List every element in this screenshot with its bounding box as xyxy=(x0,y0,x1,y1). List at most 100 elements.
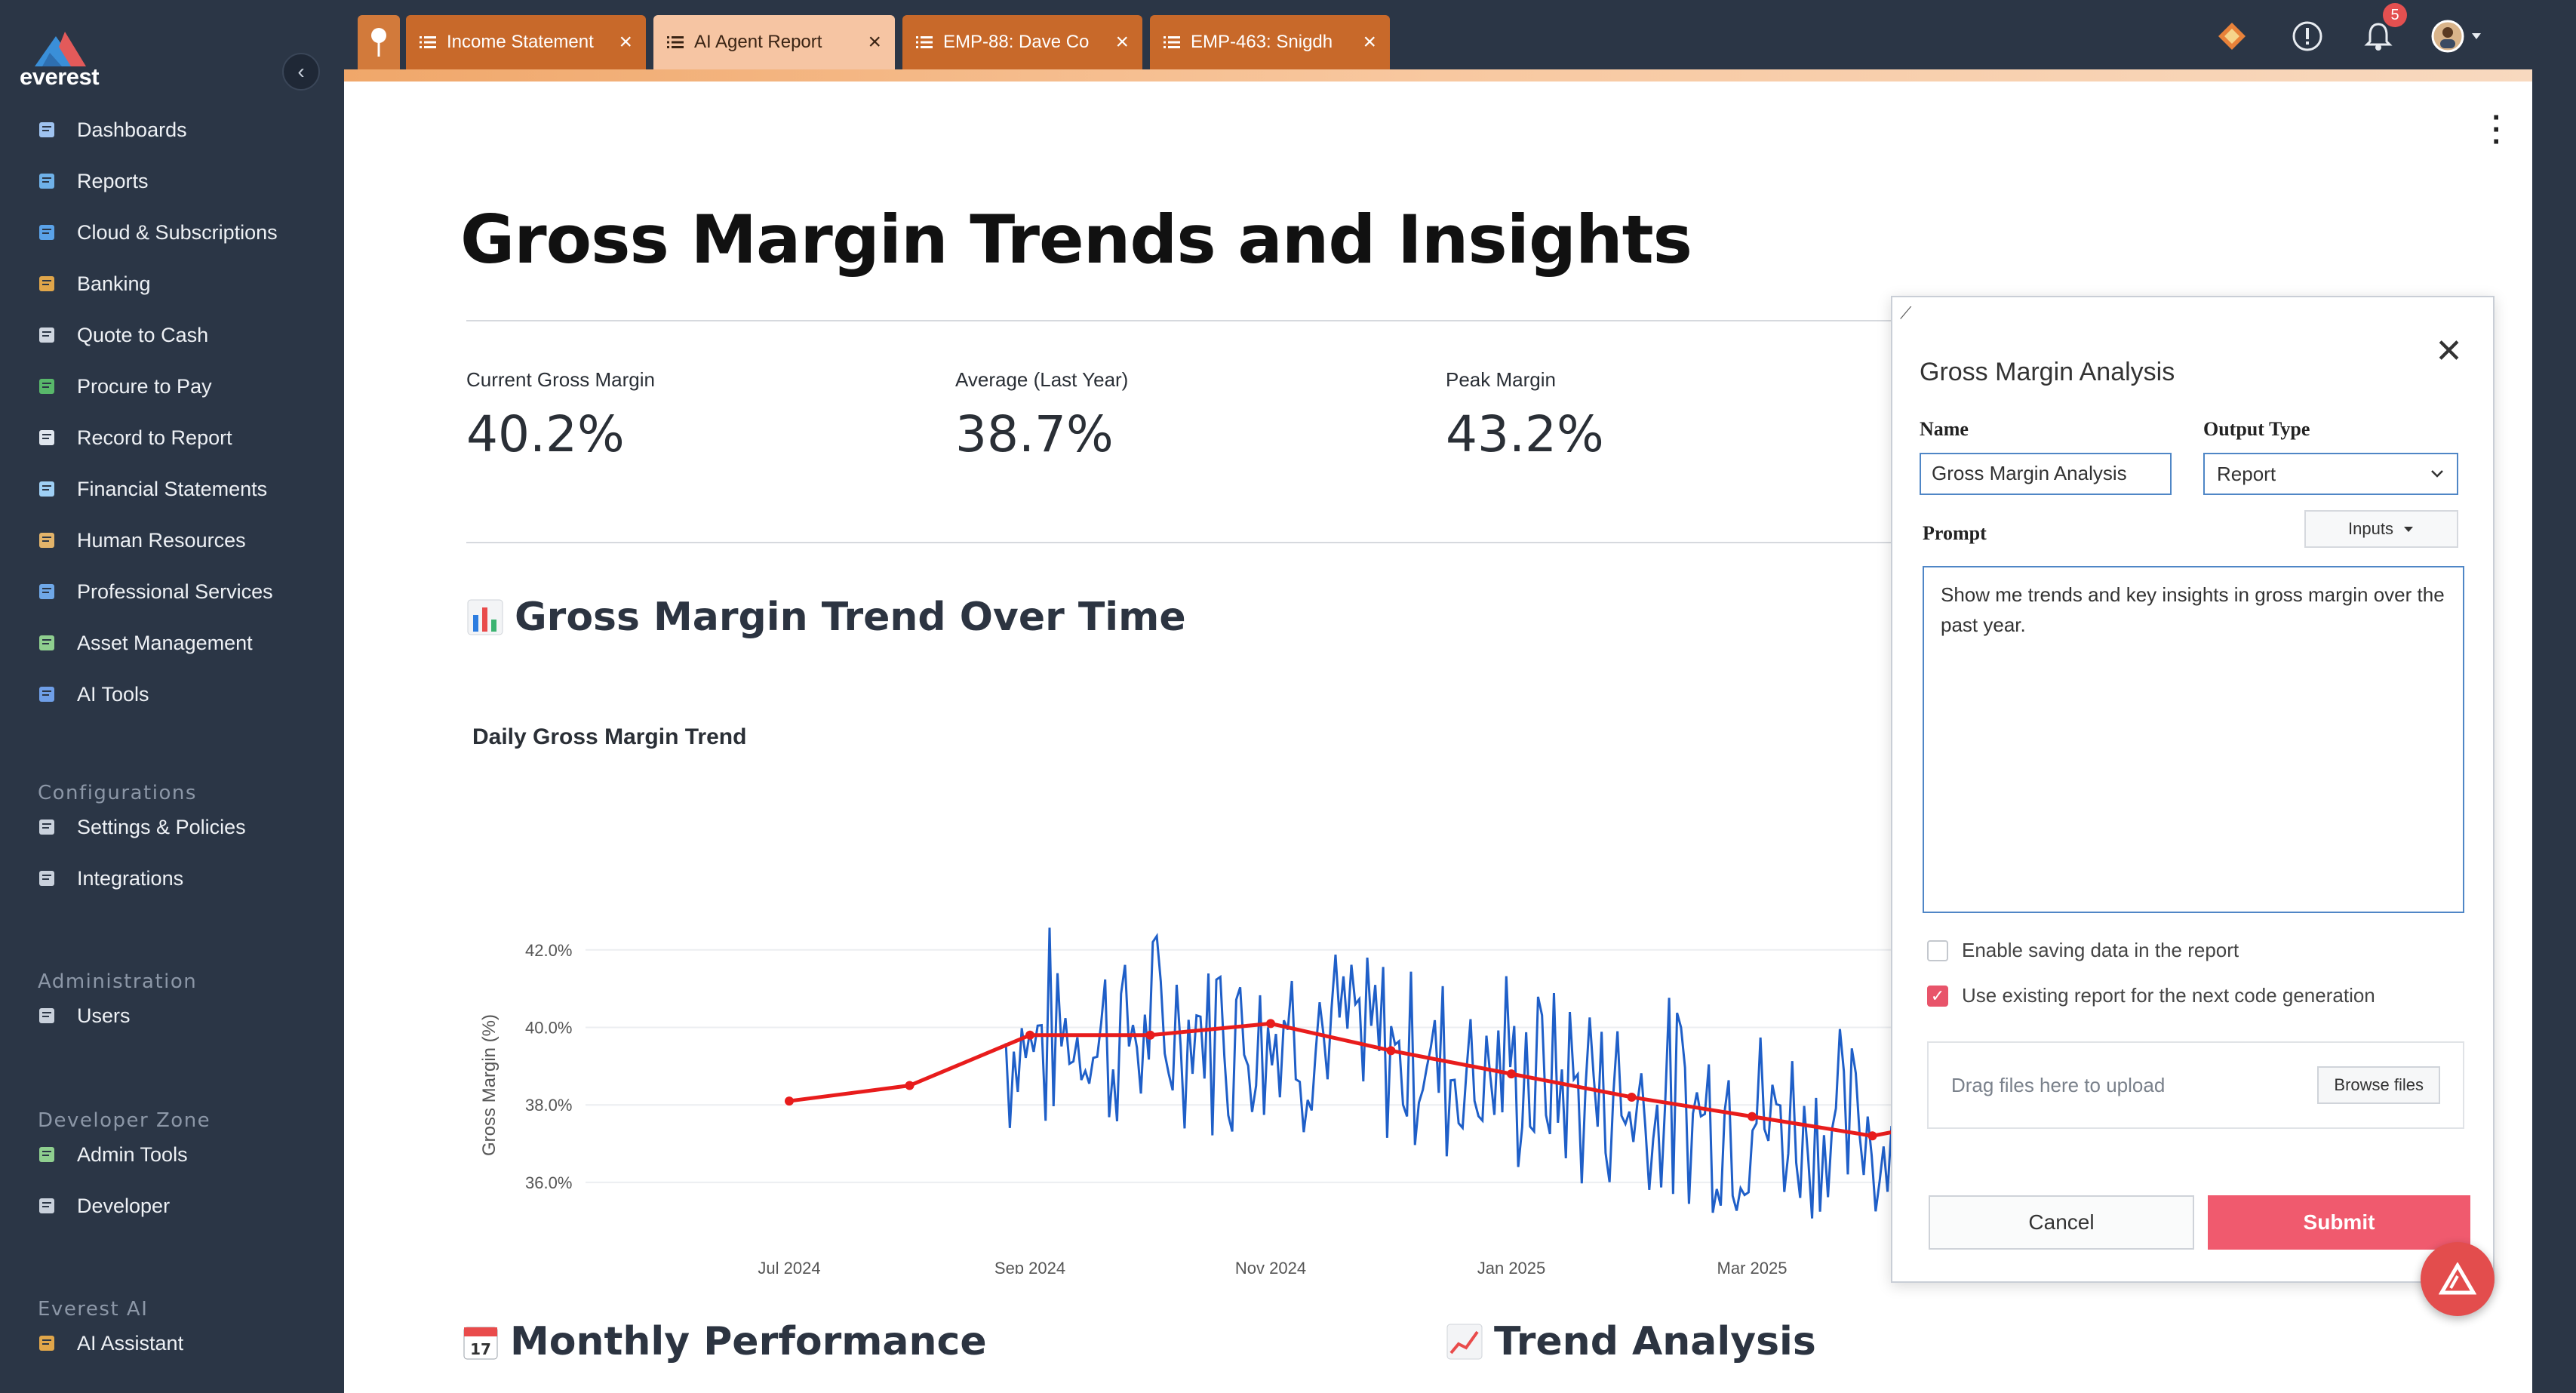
close-tab-icon[interactable]: × xyxy=(1115,29,1129,54)
close-tab-icon[interactable]: × xyxy=(1363,29,1376,54)
tab-0[interactable]: Income Statement × xyxy=(406,15,646,69)
trend-up-icon xyxy=(1446,1324,1483,1360)
prompt-textarea[interactable]: Show me trends and key insights in gross… xyxy=(1923,566,2464,913)
sidebar-item-label: Reports xyxy=(77,169,149,192)
avatar[interactable] xyxy=(2431,15,2491,57)
name-label: Name xyxy=(1920,418,1969,440)
sidebar-item-label: Banking xyxy=(77,272,151,295)
enable-saving-checkbox[interactable] xyxy=(1927,939,1948,961)
everest-logo-icon[interactable] xyxy=(20,17,110,89)
diamond-icon[interactable] xyxy=(2215,15,2249,57)
sidebar-item-label: Developer xyxy=(77,1194,171,1217)
output-type-label: Output Type xyxy=(2203,418,2310,440)
close-tab-icon[interactable]: × xyxy=(619,29,632,54)
browse-files-button[interactable]: Browse files xyxy=(2317,1066,2440,1104)
monthly-point xyxy=(1025,1030,1034,1040)
monthly-point xyxy=(1627,1092,1637,1102)
ledger-icon xyxy=(36,427,57,448)
x-tick-label: Jul 2024 xyxy=(758,1259,820,1274)
kpi-average-margin: Average (Last Year) 38.7% xyxy=(955,368,1128,463)
output-type-select[interactable]: Report xyxy=(2203,453,2458,495)
tab-2[interactable]: EMP-88: Dave Co × xyxy=(902,15,1142,69)
sidebar-item-banking[interactable]: Banking xyxy=(36,263,151,305)
sidebar-item-label: AI Tools xyxy=(77,682,149,706)
alert-icon[interactable] xyxy=(2291,15,2324,57)
cancel-button[interactable]: Cancel xyxy=(1929,1195,2194,1250)
collapse-sidebar-button[interactable]: ‹ xyxy=(282,53,320,91)
tab-label: Income Statement xyxy=(447,32,594,52)
pin-icon xyxy=(371,28,386,57)
tab-1[interactable]: AI Agent Report × xyxy=(653,15,895,69)
submit-button[interactable]: Submit xyxy=(2208,1195,2470,1250)
page-title: Gross Margin Trends and Insights xyxy=(460,201,1692,278)
pin-tab[interactable] xyxy=(358,15,400,69)
inputs-dropdown-button[interactable]: Inputs xyxy=(2304,510,2458,548)
monthly-point xyxy=(1867,1131,1877,1141)
sidebar-item-label: Asset Management xyxy=(77,631,253,654)
bar-chart-icon xyxy=(467,599,503,635)
sidebar-item-reports[interactable]: Reports xyxy=(36,160,149,202)
kpi-value: 40.2% xyxy=(466,405,625,463)
file-dropzone[interactable]: Drag files here to upload Browse files xyxy=(1927,1041,2464,1129)
sidebar-item-financial-statements[interactable]: Financial Statements xyxy=(36,468,267,510)
monthly-point xyxy=(1266,1019,1275,1029)
sidebar-item-label: Admin Tools xyxy=(77,1142,188,1166)
use-existing-label: Use existing report for the next code ge… xyxy=(1962,984,2375,1007)
report-config-panel: ⟋ Gross Margin Analysis ✕ Name Output Ty… xyxy=(1891,296,2495,1283)
integrations-icon xyxy=(36,868,57,889)
enable-saving-checkbox-row[interactable]: Enable saving data in the report xyxy=(1927,939,2239,962)
use-existing-checkbox-row[interactable]: ✓ Use existing report for the next code … xyxy=(1927,984,2375,1007)
use-existing-checkbox[interactable]: ✓ xyxy=(1927,985,1948,1007)
sidebar-item-dashboards[interactable]: Dashboards xyxy=(36,109,187,151)
chart-title: Daily Gross Margin Trend xyxy=(472,724,747,749)
sidebar-section-title: Developer Zone xyxy=(38,1109,211,1132)
x-tick-label: Jan 2025 xyxy=(1477,1259,1546,1274)
ai-icon xyxy=(36,684,57,705)
panel-title: Gross Margin Analysis xyxy=(1920,358,2175,386)
x-tick-label: Sep 2024 xyxy=(994,1259,1065,1274)
sidebar-item-admin-tools[interactable]: Admin Tools xyxy=(36,1133,188,1176)
section-trend-heading: Gross Margin Trend Over Time xyxy=(466,595,1186,640)
sidebar-item-settings-policies[interactable]: Settings & Policies xyxy=(36,806,246,848)
kpi-value: 38.7% xyxy=(955,405,1114,463)
sidebar-item-ai-tools[interactable]: AI Tools xyxy=(36,673,149,715)
name-input[interactable]: Gross Margin Analysis xyxy=(1920,453,2172,495)
tab-label: EMP-463: Snigdh xyxy=(1191,32,1333,52)
ai-assistant-fab[interactable] xyxy=(2421,1242,2495,1316)
sidebar-item-developer[interactable]: Developer xyxy=(36,1185,170,1227)
close-icon[interactable]: ✕ xyxy=(2435,333,2463,370)
sidebar-item-quote-to-cash[interactable]: Quote to Cash xyxy=(36,314,208,356)
money-icon xyxy=(36,376,57,397)
sidebar-item-record-to-report[interactable]: Record to Report xyxy=(36,417,232,459)
divider xyxy=(466,320,2235,321)
bell-icon[interactable] xyxy=(2362,15,2395,57)
sidebar-item-integrations[interactable]: Integrations xyxy=(36,857,183,899)
list-icon xyxy=(420,36,436,48)
sidebar-item-asset-management[interactable]: Asset Management xyxy=(36,622,253,664)
asset-icon xyxy=(36,632,57,653)
x-tick-label: Nov 2024 xyxy=(1235,1259,1306,1274)
sidebar-item-human-resources[interactable]: Human Resources xyxy=(36,519,246,561)
close-tab-icon[interactable]: × xyxy=(868,29,881,54)
sidebar-item-procure-to-pay[interactable]: Procure to Pay xyxy=(36,365,212,407)
dashboard-icon xyxy=(36,119,57,140)
tab-label: AI Agent Report xyxy=(694,32,822,52)
sidebar-item-cloud-subscriptions[interactable]: Cloud & Subscriptions xyxy=(36,211,278,254)
kpi-label: Peak Margin xyxy=(1446,368,1556,391)
accent-bar xyxy=(344,69,2532,83)
more-options-icon[interactable]: · · · xyxy=(2491,101,2502,158)
sidebar-item-professional-services[interactable]: Professional Services xyxy=(36,570,273,613)
assistant-icon xyxy=(36,1333,57,1354)
sidebar-item-users[interactable]: Users xyxy=(36,995,131,1037)
calendar-icon xyxy=(36,1195,57,1216)
dropzone-text: Drag files here to upload xyxy=(1951,1073,2166,1096)
resize-handle-icon[interactable]: ⟋ xyxy=(1900,303,1912,322)
tab-3[interactable]: EMP-463: Snigdh × xyxy=(1150,15,1390,69)
sidebar-item-label: Professional Services xyxy=(77,580,273,603)
sidebar-item-label: Integrations xyxy=(77,866,184,890)
monthly-point xyxy=(1386,1046,1396,1056)
monthly-point xyxy=(905,1081,915,1090)
sidebar-item-ai-assistant[interactable]: AI Assistant xyxy=(36,1322,183,1364)
section-analysis-heading: Trend Analysis xyxy=(1446,1319,1816,1364)
y-tick-label: 40.0% xyxy=(525,1019,572,1038)
